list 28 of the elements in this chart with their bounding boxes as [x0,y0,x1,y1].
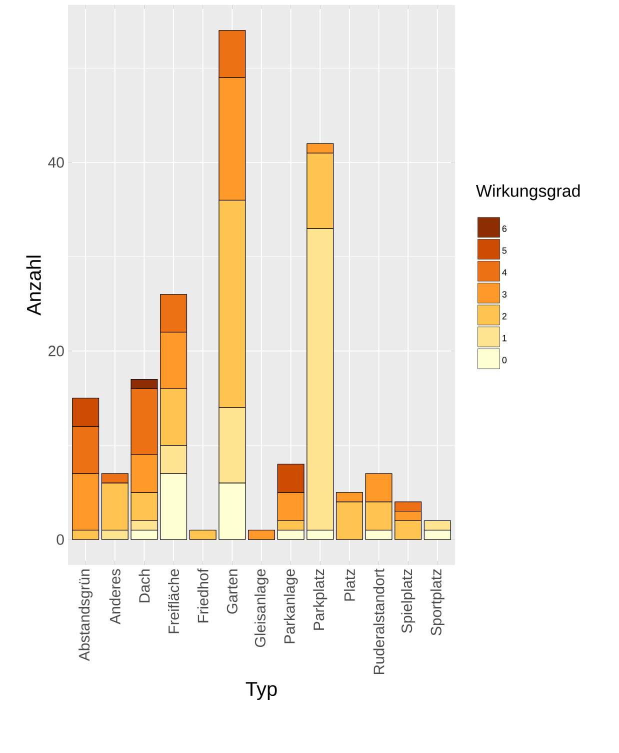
bar [189,530,216,540]
x-tick-label: Parkanlage [284,569,298,644]
x-tick-label: Friedhof [197,568,208,622]
x-tick-label: Spielplatz [401,569,416,633]
bar [248,530,275,540]
x-tick-label: Parkplatz [313,569,328,630]
legend-label: 3 [502,291,507,298]
legend-label: 4 [502,269,507,276]
x-axis-title: Typ [246,682,277,700]
y-tick-label: 40 [48,157,64,168]
legend-title: Wirkungsgrad [476,184,580,200]
x-tick-label: Dach [138,569,150,602]
legend-label: 1 [502,335,506,342]
x-tick-label: Gleisanlage [254,569,268,647]
legend-label: 5 [502,247,507,254]
y-tick-label: 20 [48,346,64,356]
x-tick-label: Sportplatz [430,569,444,636]
x-tick-label: Ruderalstandort [373,568,384,674]
legend-label: 0 [502,356,507,364]
x-tick-label: Freifläche [168,569,180,634]
legend-label: 6 [502,226,507,232]
legend-label: 2 [502,313,506,320]
x-tick-label: Anderes [109,569,120,624]
x-tick-label: Abstandsgrün [78,570,93,662]
x-tick-label: Platz [344,569,355,601]
y-tick-label: 0 [56,534,64,545]
y-axis-title: Anzahl [26,256,41,316]
x-tick-label: Garten [226,569,238,614]
